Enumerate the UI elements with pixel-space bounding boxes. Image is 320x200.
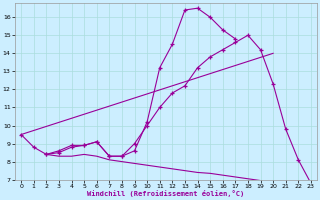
X-axis label: Windchill (Refroidissement éolien,°C): Windchill (Refroidissement éolien,°C) <box>87 190 245 197</box>
